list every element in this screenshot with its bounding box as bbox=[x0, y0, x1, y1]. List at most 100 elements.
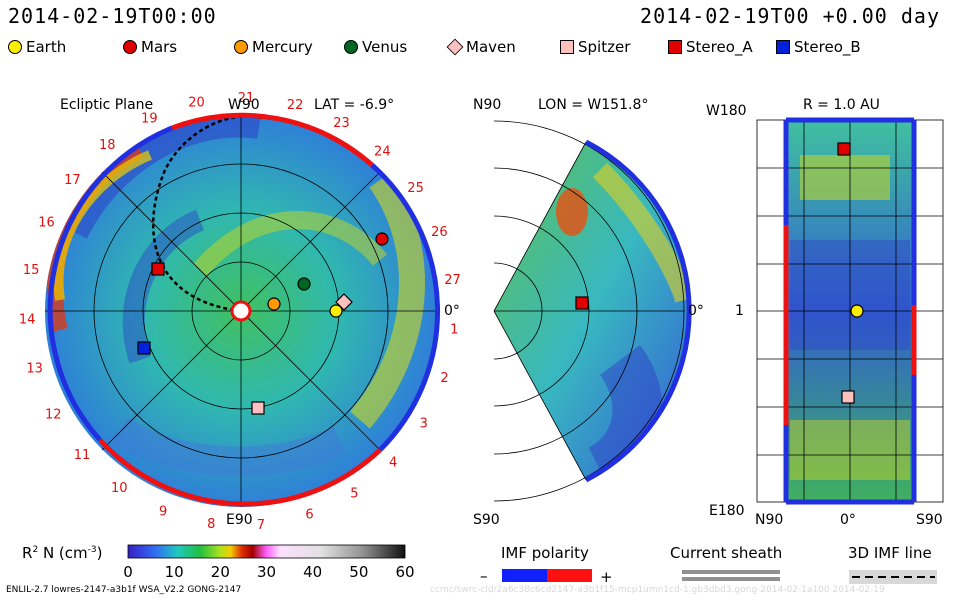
sector-label: 1 bbox=[450, 322, 458, 337]
ecliptic-sector-labels: 20 21 222324252627123456789101112131415161… bbox=[19, 91, 461, 533]
colorbar-ticks: 0 10 20 30 40 50 60 bbox=[123, 563, 414, 581]
current-sheath-key bbox=[682, 570, 780, 581]
sector-label: 16 bbox=[38, 216, 55, 231]
sector-label: 11 bbox=[74, 448, 91, 463]
earth-marker bbox=[850, 304, 864, 318]
earth-marker-icon bbox=[8, 40, 22, 54]
maven-marker bbox=[335, 293, 353, 311]
ecliptic-right-label: 0° bbox=[444, 303, 460, 319]
meridional-imf-arc bbox=[584, 139, 692, 483]
sector-label: 8 bbox=[207, 517, 215, 532]
ecliptic-imf-negative-arc bbox=[47, 125, 440, 452]
colorbar-tick-label: 40 bbox=[303, 563, 322, 581]
sector-label: 9 bbox=[159, 504, 167, 519]
sector-label: 10 bbox=[111, 481, 128, 496]
stereo-a-marker-icon bbox=[668, 40, 682, 54]
ecliptic-plane-panel: 20 21 222324252627123456789101112131415161… bbox=[19, 91, 461, 533]
sector-label: 18 bbox=[99, 138, 116, 153]
colorbar-tick-label: 0 bbox=[123, 563, 133, 581]
mars-marker bbox=[375, 232, 389, 246]
sector-label: 2 bbox=[440, 371, 448, 386]
ecliptic-lat-label: LAT = -6.9° bbox=[314, 97, 395, 113]
model-footer: ENLIL-2.7 lowres-2147-a3b1f WSA_V2.2 GON… bbox=[6, 585, 242, 595]
sector-label: 23 bbox=[333, 116, 350, 131]
meridional-right-label: 0° bbox=[688, 303, 704, 319]
stereo-a-marker bbox=[837, 142, 851, 156]
radial-x-label-n90: N90 bbox=[755, 512, 784, 528]
header-right-timestamp: 2014-02-19T00 +0.00 day bbox=[640, 4, 940, 28]
colorbar-tick-label: 20 bbox=[211, 563, 230, 581]
imf-plus-label: + bbox=[600, 568, 613, 586]
legend-label: Mercury bbox=[252, 38, 313, 56]
mercury-marker-icon bbox=[234, 40, 248, 54]
radial-x-label-s90: S90 bbox=[916, 512, 943, 528]
ecliptic-title: Ecliptic Plane bbox=[60, 97, 154, 113]
spitzer-marker bbox=[841, 390, 855, 404]
legend-label: Maven bbox=[466, 38, 516, 56]
stereo-a-marker bbox=[151, 262, 165, 276]
mercury-marker bbox=[267, 297, 281, 311]
legend-label: Stereo_A bbox=[686, 38, 753, 56]
ecliptic-top-label: W90 bbox=[228, 97, 260, 113]
sector-label: 26 bbox=[431, 225, 448, 240]
sector-label: 13 bbox=[26, 362, 43, 377]
sector-label: 3 bbox=[420, 416, 428, 431]
radial-bodies bbox=[837, 142, 864, 404]
sector-label: 14 bbox=[19, 312, 36, 327]
meridional-bottom-label: S90 bbox=[473, 512, 500, 528]
sector-label: 27 bbox=[444, 273, 461, 288]
colorbar-tick-label: 30 bbox=[257, 563, 276, 581]
ecliptic-bodies bbox=[137, 232, 389, 415]
sector-label: 22 bbox=[287, 98, 304, 113]
sector-label: 25 bbox=[407, 181, 424, 196]
stereo-a-marker bbox=[575, 296, 589, 310]
meridional-bodies bbox=[575, 296, 589, 310]
radial-x-label-0: 0° bbox=[840, 512, 856, 528]
run-watermark: ccmc/swrc-cld/2a6c38c6cd2147-a3b1f15-mcp… bbox=[430, 585, 885, 595]
sun-icon bbox=[230, 300, 252, 322]
radial-panel bbox=[756, 117, 944, 505]
legend-label: Stereo_B bbox=[794, 38, 861, 56]
imf-polarity-key: – + bbox=[480, 567, 613, 586]
imf3d-title: 3D IMF line bbox=[848, 544, 932, 562]
radial-mid-label: 1 bbox=[735, 303, 744, 319]
sector-label: 4 bbox=[389, 455, 397, 470]
sector-label: 7 bbox=[257, 518, 265, 533]
imf-negative-swatch bbox=[502, 569, 547, 582]
legend-label: Earth bbox=[26, 38, 67, 56]
density-colorbar: 0 10 20 30 40 50 60 bbox=[123, 544, 415, 581]
sector-label: 21 bbox=[238, 91, 255, 106]
imf-polarity-title: IMF polarity bbox=[501, 544, 589, 562]
colorbar-tick-label: 50 bbox=[349, 563, 368, 581]
radial-bottom-label: E180 bbox=[709, 503, 745, 519]
sector-label: 15 bbox=[23, 263, 40, 278]
sector-label: 12 bbox=[45, 408, 62, 423]
radial-top-label: W180 bbox=[706, 103, 747, 119]
colorbar-tick-label: 60 bbox=[395, 563, 414, 581]
sector-label: 19 bbox=[141, 112, 158, 127]
ecliptic-imf-positive-arc bbox=[98, 112, 382, 507]
header-left-timestamp: 2014-02-19T00:00 bbox=[8, 4, 217, 28]
sector-label: 6 bbox=[305, 508, 313, 523]
venus-marker-icon bbox=[344, 40, 358, 54]
radial-title: R = 1.0 AU bbox=[803, 97, 880, 113]
meridional-grid bbox=[493, 120, 685, 502]
legend-label: Venus bbox=[362, 38, 408, 56]
mars-marker-icon bbox=[123, 40, 137, 54]
sector-label: 20 bbox=[188, 96, 205, 111]
colorbar-label: R2 N (cm-3) bbox=[22, 544, 103, 562]
venus-marker bbox=[297, 277, 311, 291]
current-sheath-title: Current sheath bbox=[670, 544, 783, 562]
spitzer-marker bbox=[251, 401, 265, 415]
earth-marker bbox=[329, 304, 343, 318]
colorbar-tick-label: 10 bbox=[165, 563, 184, 581]
meridional-panel bbox=[493, 120, 692, 502]
imf3d-key bbox=[849, 570, 937, 584]
spitzer-marker-icon bbox=[560, 40, 574, 54]
legend-label: Mars bbox=[141, 38, 178, 56]
stereo-b-marker-icon bbox=[776, 40, 790, 54]
sector-label: 24 bbox=[374, 144, 391, 159]
sector-label: 5 bbox=[350, 486, 358, 501]
imf-minus-label: – bbox=[480, 567, 488, 585]
